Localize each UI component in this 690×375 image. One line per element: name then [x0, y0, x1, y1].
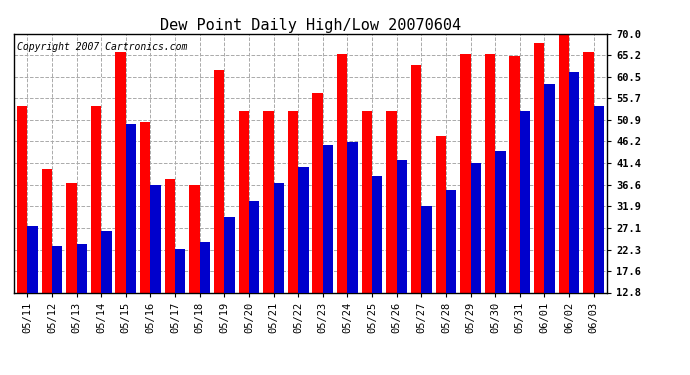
Bar	[583, 52, 593, 350]
Bar	[115, 52, 126, 350]
Bar	[520, 111, 530, 350]
Bar	[249, 201, 259, 350]
Bar	[348, 142, 358, 350]
Bar	[569, 72, 580, 350]
Bar	[313, 93, 323, 350]
Bar	[411, 65, 422, 350]
Bar	[101, 231, 112, 350]
Bar	[52, 246, 62, 350]
Bar	[77, 244, 87, 350]
Bar	[509, 56, 520, 350]
Bar	[214, 70, 224, 350]
Bar	[435, 135, 446, 350]
Bar	[471, 163, 481, 350]
Bar	[66, 183, 77, 350]
Bar	[41, 170, 52, 350]
Bar	[224, 217, 235, 350]
Bar	[91, 106, 101, 350]
Bar	[298, 167, 308, 350]
Bar	[288, 111, 298, 350]
Bar	[534, 43, 544, 350]
Bar	[422, 206, 432, 350]
Bar	[559, 32, 569, 350]
Bar	[189, 185, 199, 350]
Bar	[485, 54, 495, 350]
Bar	[175, 249, 186, 350]
Bar	[150, 185, 161, 350]
Bar	[386, 111, 397, 350]
Bar	[165, 178, 175, 350]
Bar	[28, 226, 38, 350]
Bar	[460, 54, 471, 350]
Bar	[362, 111, 372, 350]
Bar	[239, 111, 249, 350]
Bar	[397, 160, 407, 350]
Title: Dew Point Daily High/Low 20070604: Dew Point Daily High/Low 20070604	[160, 18, 461, 33]
Text: Copyright 2007 Cartronics.com: Copyright 2007 Cartronics.com	[17, 42, 187, 51]
Bar	[126, 124, 136, 350]
Bar	[323, 145, 333, 350]
Bar	[140, 122, 150, 350]
Bar	[199, 242, 210, 350]
Bar	[446, 190, 456, 350]
Bar	[273, 183, 284, 350]
Bar	[17, 106, 28, 350]
Bar	[495, 152, 506, 350]
Bar	[593, 106, 604, 350]
Bar	[372, 176, 382, 350]
Bar	[544, 84, 555, 350]
Bar	[337, 54, 348, 350]
Bar	[263, 111, 273, 350]
